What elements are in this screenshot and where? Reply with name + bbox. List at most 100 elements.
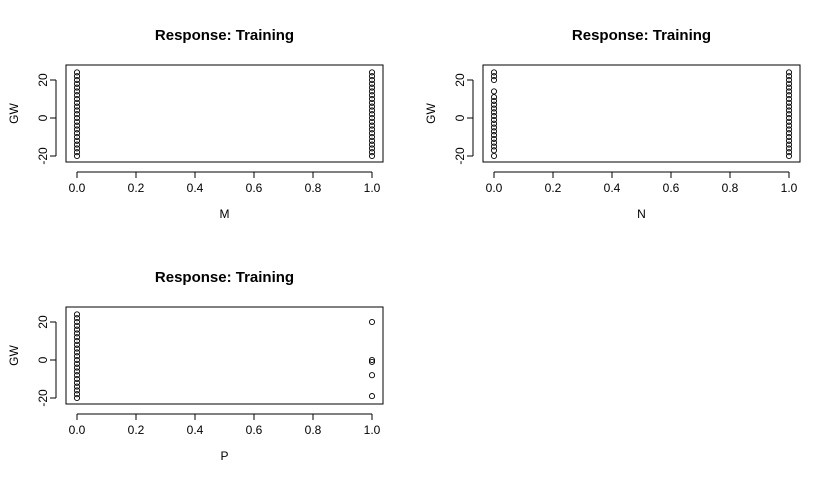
data-point — [73, 345, 81, 352]
data-point — [73, 137, 81, 144]
data-point — [785, 114, 793, 122]
data-point — [785, 149, 793, 156]
data-point — [785, 118, 793, 125]
data-point — [785, 92, 793, 99]
x-tick-label: 0.8 — [722, 181, 739, 195]
y-tick-label: 20 — [36, 73, 50, 87]
data-point — [73, 334, 81, 341]
points-group — [490, 69, 793, 160]
data-point — [785, 95, 793, 103]
data-point — [73, 322, 81, 329]
data-point — [490, 105, 498, 112]
data-point — [785, 111, 793, 118]
data-point — [490, 120, 498, 127]
x-tick-label: 0.0 — [69, 181, 86, 195]
data-point — [73, 145, 81, 152]
data-point — [368, 111, 376, 118]
data-point — [73, 353, 81, 360]
x-tick-label: 0.6 — [246, 423, 263, 437]
data-point — [785, 103, 793, 110]
data-point — [490, 101, 498, 108]
data-point — [785, 88, 793, 95]
data-point — [73, 95, 81, 103]
data-point — [73, 76, 81, 84]
data-point — [368, 145, 376, 152]
x-tick-label: 0.0 — [486, 181, 503, 195]
plot-frame — [65, 306, 384, 405]
x-tick-label: 1.0 — [781, 181, 798, 195]
points-group — [73, 311, 376, 402]
chart-panel-3: Response: Training 0.0 0.2 0.4 0.6 0.8 1.0 -20 0… — [7, 269, 384, 463]
data-point — [73, 73, 81, 80]
data-point — [73, 149, 81, 156]
data-point — [73, 379, 81, 386]
data-point — [490, 88, 498, 95]
data-point — [73, 311, 81, 318]
data-point — [490, 69, 498, 76]
data-point — [73, 103, 81, 110]
data-point — [785, 152, 793, 160]
data-point — [73, 360, 81, 367]
data-point — [490, 73, 498, 80]
y-axis-label: GW — [424, 103, 438, 124]
data-point — [73, 341, 81, 348]
data-point — [73, 133, 81, 141]
data-point — [73, 364, 81, 371]
data-point — [73, 152, 81, 160]
data-point — [73, 122, 81, 129]
data-point — [368, 99, 376, 106]
data-point — [73, 88, 81, 95]
data-point — [490, 97, 498, 104]
data-point — [368, 130, 376, 137]
data-point — [490, 152, 498, 160]
x-tick-label: 0.2 — [128, 423, 145, 437]
x-axis-label: N — [637, 207, 646, 221]
data-point — [785, 145, 793, 152]
data-point — [785, 99, 793, 106]
data-point — [368, 118, 376, 125]
y-tick-label: -20 — [453, 147, 467, 165]
data-point — [73, 118, 81, 125]
data-point — [490, 139, 498, 146]
x-tick-label: 1.0 — [364, 181, 381, 195]
y-tick-label: 0 — [36, 356, 50, 363]
x-tick-label: 0.4 — [187, 423, 204, 437]
data-point — [785, 133, 793, 141]
data-point — [368, 69, 376, 76]
data-point — [73, 337, 81, 345]
data-point — [73, 375, 81, 383]
y-tick-label: 20 — [453, 73, 467, 87]
data-point — [368, 358, 376, 365]
data-point — [490, 135, 498, 142]
data-point — [490, 113, 498, 120]
data-point — [73, 130, 81, 137]
data-point — [73, 114, 81, 122]
data-point — [73, 356, 81, 364]
data-point — [785, 137, 793, 144]
data-point — [785, 141, 793, 148]
data-point — [785, 122, 793, 129]
data-point — [73, 92, 81, 99]
data-point — [368, 107, 376, 114]
x-tick-label: 0.4 — [604, 181, 621, 195]
chart-panel-1: Response: Training 0.0 0.2 0.4 0.6 0.8 1.0 -20 0… — [7, 27, 384, 221]
x-tick-label: 1.0 — [364, 423, 381, 437]
data-point — [73, 372, 81, 379]
data-point — [368, 141, 376, 148]
data-point — [368, 92, 376, 99]
data-point — [368, 122, 376, 129]
data-point — [73, 330, 81, 337]
data-point — [368, 126, 376, 133]
chart-title: Response: Training — [155, 27, 294, 44]
x-axis-label: P — [220, 449, 228, 463]
data-point — [368, 372, 376, 379]
data-point — [785, 80, 793, 87]
y-tick-label: 0 — [36, 114, 50, 121]
x-tick-label: 0.8 — [305, 423, 322, 437]
x-tick-label: 0.2 — [128, 181, 145, 195]
data-point — [73, 69, 81, 76]
plot-frame — [482, 64, 801, 163]
x-tick-label: 0.6 — [246, 181, 263, 195]
y-tick-label: 0 — [453, 114, 467, 121]
